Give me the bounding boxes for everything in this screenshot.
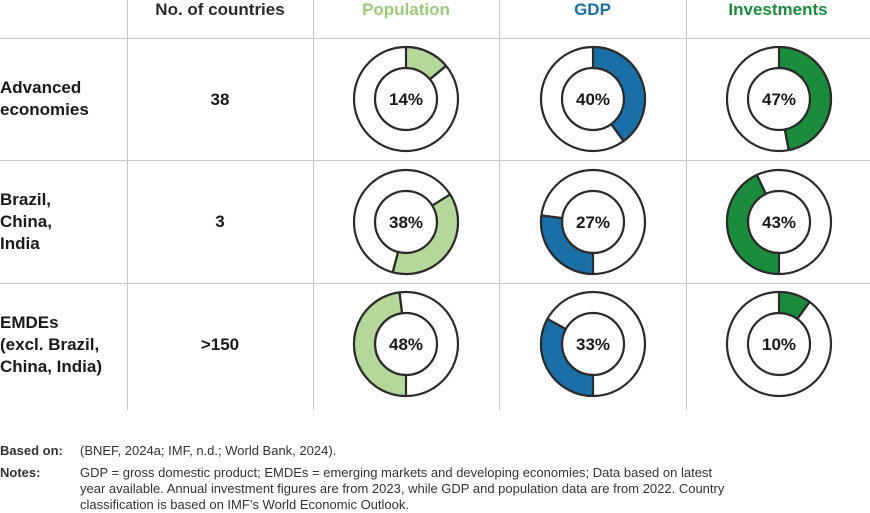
donut-investments-0: 47% (727, 47, 831, 151)
donut-segment (406, 47, 446, 79)
donut-label: 40% (576, 90, 610, 109)
donut-label: 10% (762, 335, 796, 354)
donut-investments-1: 43% (727, 170, 831, 274)
based-on-label: Based on: (0, 443, 75, 459)
donut-charts: 14% 38% 48% 40% 27% 33% 47% 43% 10% (0, 0, 870, 410)
donut-population-2: 48% (354, 292, 458, 396)
donut-label: 43% (762, 213, 796, 232)
notes-line: classification is based on IMF’s World E… (80, 497, 840, 513)
donut-segment (779, 292, 810, 319)
donut-segment (541, 319, 593, 396)
notes-line: GDP = gross domestic product; EMDEs = em… (80, 465, 840, 481)
donut-population-0: 14% (354, 47, 458, 151)
donut-label: 47% (762, 90, 796, 109)
donut-investments-2: 10% (727, 292, 831, 396)
donut-segment (393, 194, 458, 274)
notes: Notes: GDP = gross domestic product; EMD… (0, 465, 860, 513)
based-on-text: (BNEF, 2024a; IMF, n.d.; World Bank, 202… (80, 443, 840, 459)
donut-gdp-1: 27% (541, 170, 645, 274)
based-on: Based on: (BNEF, 2024a; IMF, n.d.; World… (0, 443, 860, 459)
donut-label: 14% (389, 90, 423, 109)
notes-text: GDP = gross domestic product; EMDEs = em… (80, 465, 840, 513)
donut-label: 33% (576, 335, 610, 354)
notes-label: Notes: (0, 465, 75, 481)
donut-label: 48% (389, 335, 423, 354)
donut-label: 27% (576, 213, 610, 232)
donut-gdp-0: 40% (541, 47, 645, 151)
notes-line: year available. Annual investment figure… (80, 481, 840, 497)
donut-label: 38% (389, 213, 423, 232)
donut-population-1: 38% (354, 170, 458, 274)
data-table: No. of countries Population GDP Investme… (0, 0, 870, 410)
donut-gdp-2: 33% (541, 292, 645, 396)
